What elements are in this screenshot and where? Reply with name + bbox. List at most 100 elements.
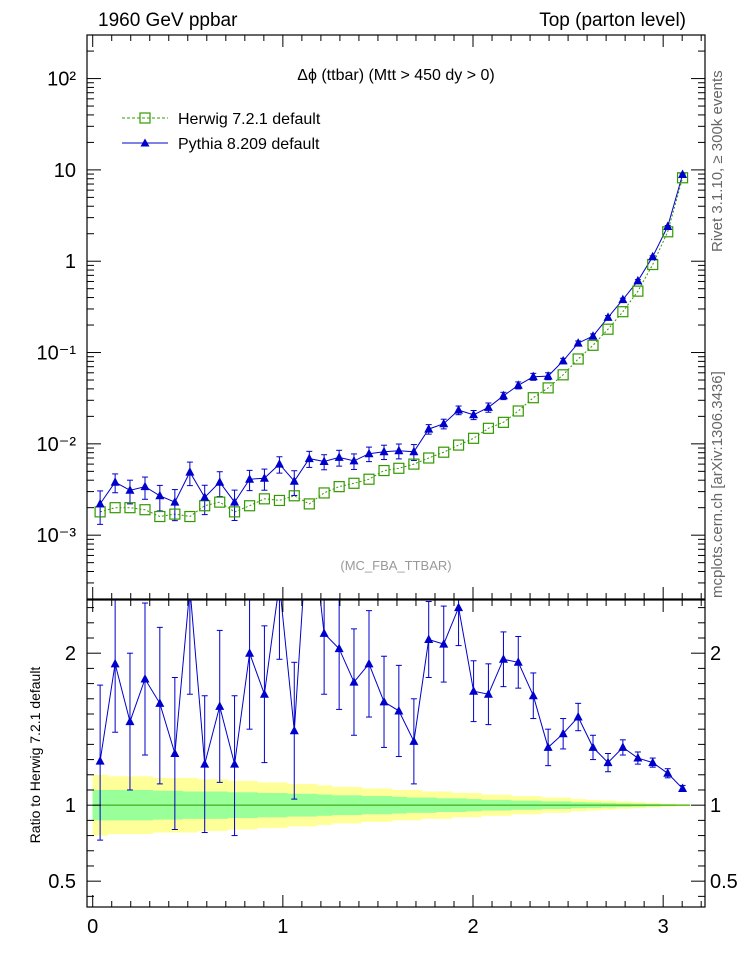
herwig-point [109, 502, 121, 514]
pythia-point [394, 445, 404, 455]
herwig-point [273, 494, 286, 507]
main-y-tick-label: 10 [54, 160, 76, 182]
herwig-point [587, 339, 599, 351]
pythia-point [469, 409, 479, 419]
ratio-point [603, 757, 613, 767]
main-y-tick-label: 10⁻¹ [37, 343, 77, 365]
main-y-tick-label: 10² [47, 69, 76, 91]
ratio-point [349, 677, 359, 686]
ratio-line [99, 600, 683, 789]
herwig-point [318, 487, 330, 499]
pythia-point [230, 497, 240, 506]
ratio-y-tick-label-right: 0.5 [710, 871, 738, 893]
ratio-point [185, 583, 194, 592]
legend: Herwig 7.2.1 default Pythia 8.209 defaul… [122, 111, 321, 153]
ratio-point [498, 654, 508, 663]
herwig-point [617, 306, 629, 318]
pythia-point [648, 251, 658, 261]
ratio-point [319, 628, 329, 637]
ratio-point [663, 768, 673, 777]
ratio-x-tick-label: 1 [277, 916, 288, 938]
herwig-point [154, 510, 166, 523]
herwig-point [214, 496, 226, 508]
herwig-point [423, 452, 435, 464]
herwig-point [288, 490, 300, 502]
pythia-point [633, 275, 643, 285]
ratio-point [618, 742, 628, 751]
pythia-point [364, 448, 374, 458]
herwig-point [124, 502, 136, 514]
herwig-point [363, 473, 375, 485]
ratio-point [334, 643, 344, 653]
pythia-point [588, 331, 598, 340]
herwig-point [647, 258, 659, 271]
ratio-point [155, 698, 165, 707]
ratio-point [215, 701, 225, 710]
pythia-point [573, 338, 583, 347]
header-left: 1960 GeV ppbar [98, 10, 238, 31]
herwig-point [169, 508, 181, 520]
ratio-y-tick-label: 1 [65, 795, 76, 817]
ratio-x-tick-label: 3 [658, 916, 669, 938]
ratio-point [200, 759, 210, 768]
herwig-point [303, 498, 315, 510]
header-right: Top (parton level) [539, 10, 686, 31]
herwig-point [542, 382, 554, 394]
ratio-point [140, 674, 150, 683]
pythia-line [99, 174, 684, 505]
herwig-point [467, 432, 480, 444]
pythia-point [663, 221, 673, 230]
ratio-point [125, 716, 135, 726]
herwig-point [139, 504, 151, 516]
pythia-point [274, 459, 284, 468]
mcplots-label: mcplots.cern.ch [arXiv:1306.3436] [709, 371, 726, 598]
herwig-point [393, 462, 405, 474]
herwig-point [199, 500, 211, 512]
main-y-tick-label: 1 [65, 251, 76, 273]
pythia-point [155, 490, 165, 500]
herwig-point [527, 392, 539, 404]
legend-pythia-label: Pythia 8.209 default [178, 136, 320, 153]
pythia-point [334, 452, 344, 461]
pythia-point [454, 405, 464, 414]
main-panel: 10⁻³ 10⁻² 10⁻¹ 1 10 10² Δϕ (ttbar) (Mtt > 450… [37, 34, 706, 600]
pythia-point [603, 312, 613, 321]
main-frame [86, 34, 706, 600]
pythia-point [409, 446, 419, 456]
herwig-point [512, 405, 524, 417]
ratio-y-tick-label-right: 1 [710, 795, 721, 817]
herwig-point [572, 353, 584, 365]
pythia-point [319, 456, 329, 466]
ratio-point [439, 639, 449, 648]
pythia-point [185, 467, 195, 476]
ratio-point [170, 748, 180, 757]
herwig-point [228, 506, 241, 518]
pythia-point [140, 481, 150, 491]
legend-pythia-marker [140, 138, 150, 147]
herwig-point [438, 446, 450, 458]
herwig-line [99, 177, 684, 518]
legend-herwig-marker [139, 112, 151, 124]
ratio-frame [86, 599, 706, 908]
herwig-point [602, 323, 614, 335]
herwig-point [482, 422, 495, 434]
main-y-tick-label: 10⁻² [37, 434, 77, 456]
herwig-point [184, 510, 196, 523]
pythia-point [95, 498, 105, 508]
ratio-point [394, 705, 404, 715]
ratio-point [588, 742, 598, 751]
ratio-point [469, 686, 479, 695]
ratio-y-tick-label: 2 [65, 643, 76, 665]
herwig-point [557, 369, 569, 381]
ratio-point [573, 712, 583, 721]
pythia-point [558, 355, 568, 365]
pythia-point [513, 380, 523, 389]
ratio-point [275, 578, 284, 587]
ratio-y-axis-label: Ratio to Herwig 7.2.1 default [27, 667, 43, 844]
plot-title: Δϕ (ttbar) (Mtt > 450 dy > 0) [297, 67, 495, 84]
ratio-x-tick-label: 0 [87, 916, 98, 938]
ratio-point [259, 689, 269, 698]
ratio-point [483, 689, 493, 698]
ratio-point [379, 696, 389, 706]
